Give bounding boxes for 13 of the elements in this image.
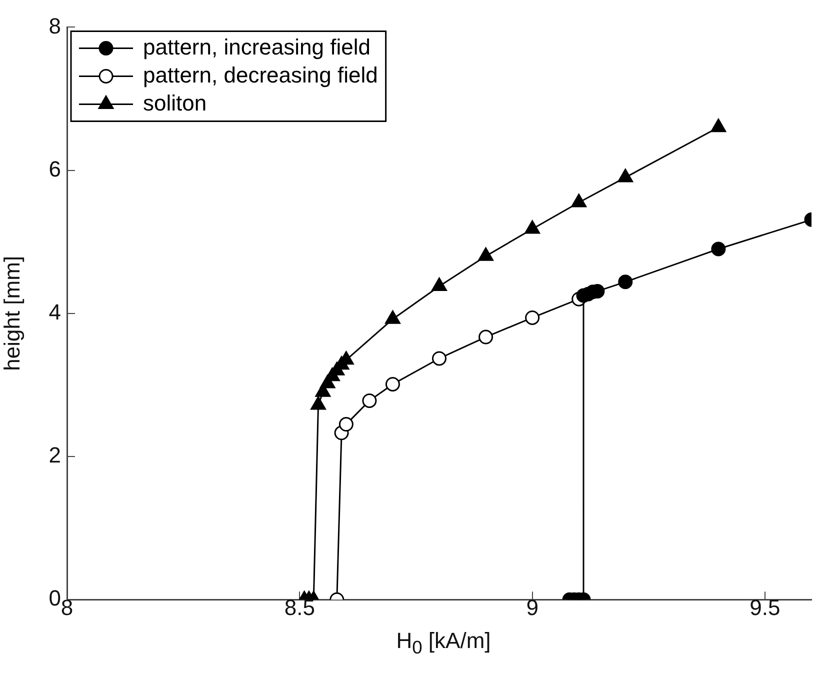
y-tick-label: 0 [48,586,61,611]
x-tick-label: 9.5 [750,594,780,620]
x-axis-title: H$_{0}$ [kA/m] [395,628,492,658]
x-tick-label: 8.5 [284,594,315,620]
y-tick-label: 8 [48,13,61,38]
legend-label: pattern, increasing field [143,34,370,60]
y-axis-title: height [mm] [0,256,24,371]
y-tick-label: 2 [48,442,61,468]
x-tick-label: 9 [526,594,538,620]
y-tick-label: 4 [48,299,61,324]
legend-label: pattern, decreasing field [143,62,378,88]
legend-label: soliton [143,90,207,116]
y-tick-label: 6 [48,156,61,182]
